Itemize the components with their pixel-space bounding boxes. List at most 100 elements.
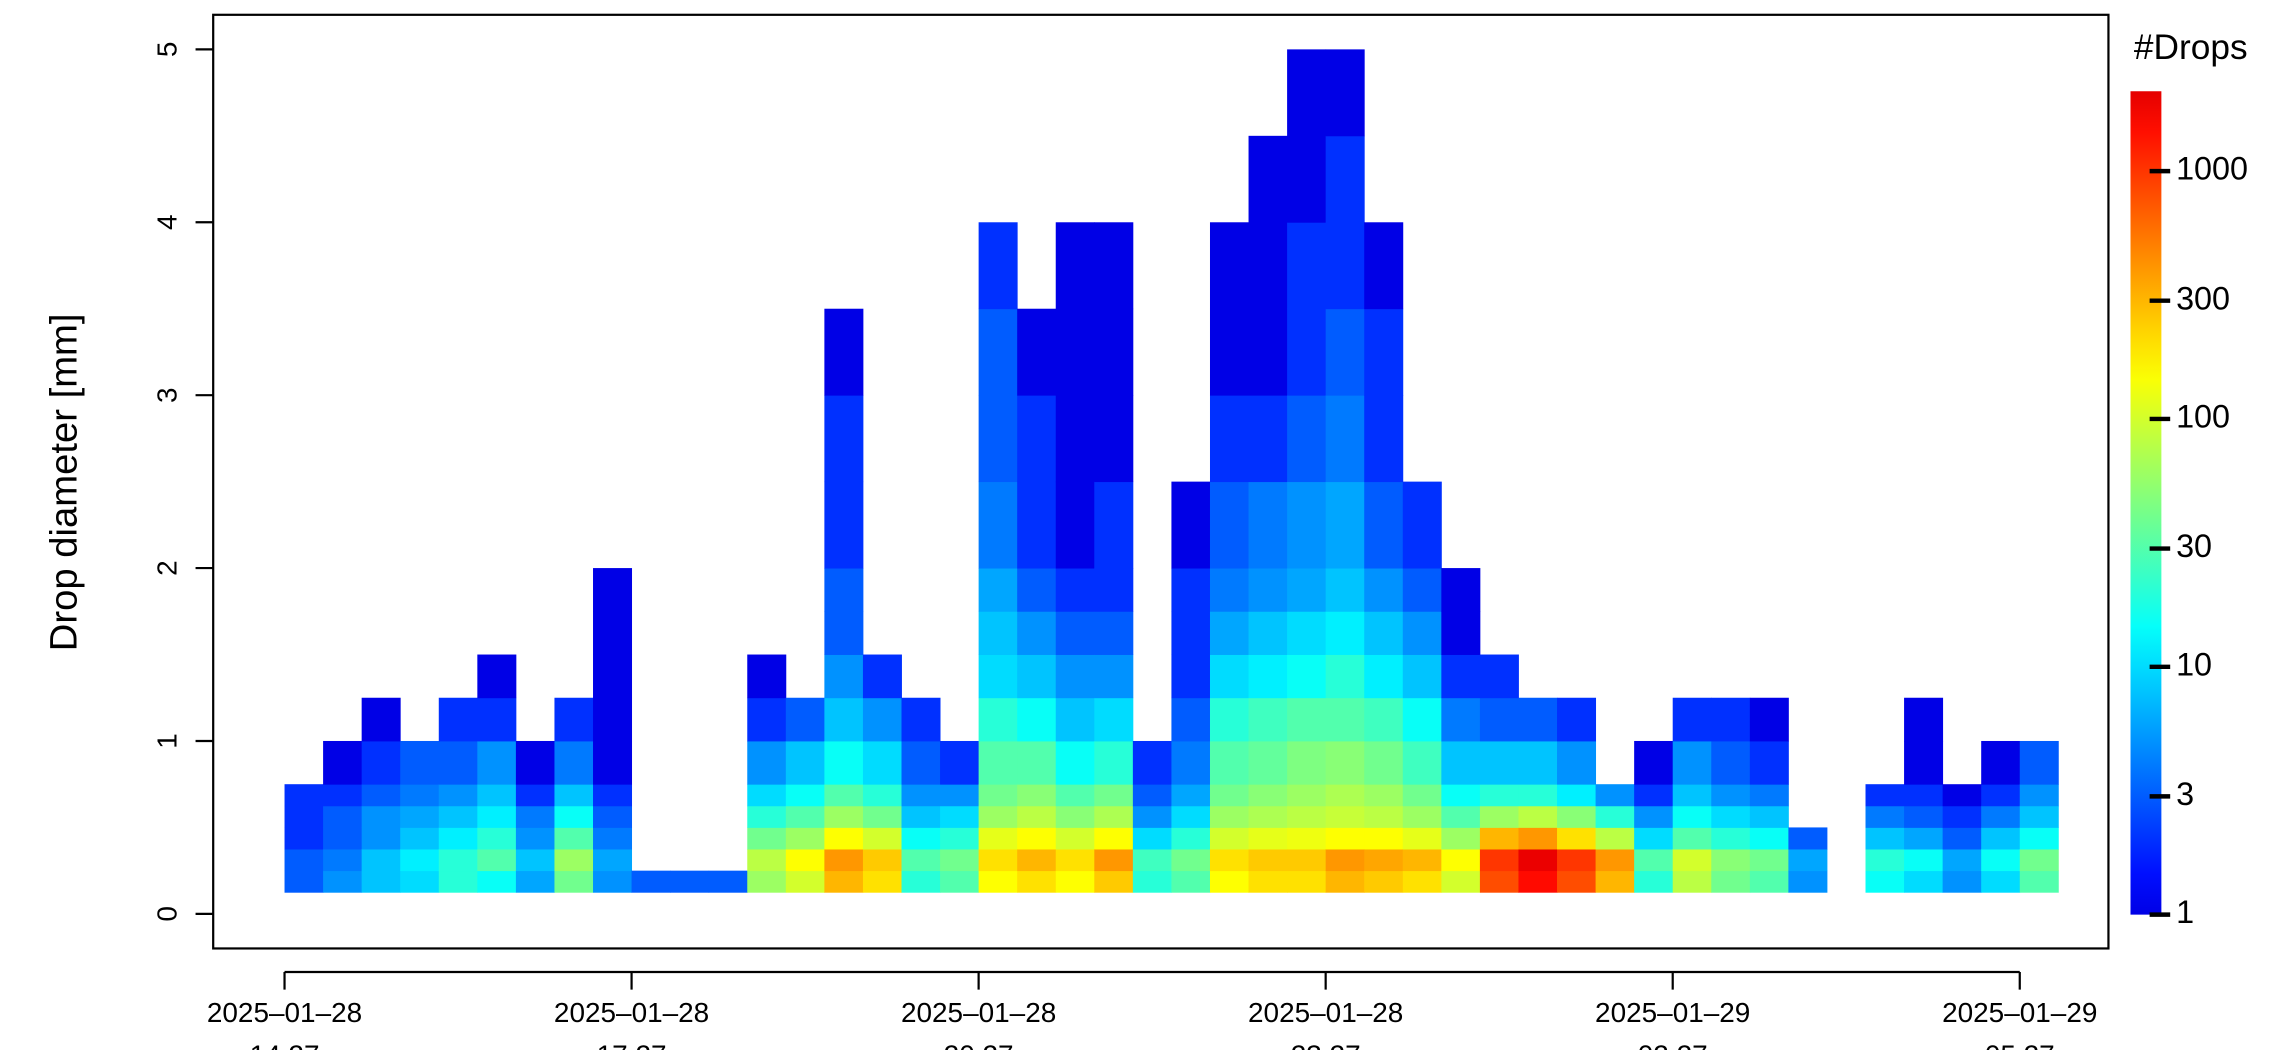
heatmap-cell [940, 805, 980, 828]
heatmap-cells [284, 49, 2059, 893]
heatmap-cell [1055, 395, 1095, 483]
heatmap-cell [862, 654, 902, 699]
heatmap-cell [1017, 784, 1057, 807]
heatmap-cell [477, 740, 517, 785]
heatmap-cell [323, 805, 363, 828]
heatmap-cell [1017, 870, 1057, 893]
heatmap-cell [1248, 654, 1288, 699]
heatmap-cell [593, 697, 633, 742]
heatmap-cell [1171, 481, 1211, 569]
heatmap-cell [1171, 870, 1211, 893]
heatmap-cell [1942, 870, 1982, 893]
heatmap-cell [515, 827, 555, 850]
heatmap-cell [1402, 805, 1442, 828]
heatmap-cell [2019, 740, 2059, 785]
heatmap-cell [477, 827, 517, 850]
heatmap-cell [1634, 827, 1674, 850]
heatmap-cell [438, 740, 478, 785]
heatmap-cell [978, 222, 1018, 310]
heatmap-cell [1171, 740, 1211, 785]
heatmap-cell [1132, 870, 1172, 893]
x-tick-label: 2025–01–28 [901, 997, 1056, 1028]
heatmap-cell [1634, 849, 1674, 872]
heatmap-cell [785, 697, 825, 742]
heatmap-cell [1557, 697, 1597, 742]
heatmap-cell [1672, 827, 1712, 850]
heatmap-cell [1248, 481, 1288, 569]
heatmap-cell [1287, 611, 1327, 655]
heatmap-cell [1132, 784, 1172, 807]
heatmap-cell [1364, 395, 1404, 483]
heatmap-cell [1711, 805, 1751, 828]
heatmap-cell [1711, 740, 1751, 785]
heatmap-cell [824, 481, 864, 569]
heatmap-cell [747, 870, 787, 893]
y-tick-label: 4 [151, 215, 182, 231]
heatmap-cell [1248, 222, 1288, 310]
heatmap-cell [400, 870, 440, 893]
heatmap-cell [978, 827, 1018, 850]
heatmap-cell [1904, 697, 1944, 742]
heatmap-cell [438, 827, 478, 850]
heatmap-cell [1788, 849, 1828, 872]
heatmap-cell [1287, 222, 1327, 310]
heatmap-cell [978, 308, 1018, 396]
colorbar [2130, 91, 2162, 915]
heatmap-cell [593, 654, 633, 699]
heatmap-cell [554, 827, 594, 850]
heatmap-cell [1904, 849, 1944, 872]
heatmap-cell [361, 870, 401, 893]
heatmap-cell [1017, 849, 1057, 872]
heatmap-cell [1209, 222, 1249, 310]
y-axis-label: Drop diameter [mm] [42, 314, 85, 652]
heatmap-cell [1209, 697, 1249, 742]
heatmap-cell [1094, 481, 1134, 569]
x-tick-label: 14:27 [250, 1040, 320, 1050]
heatmap-cell [2019, 827, 2059, 850]
heatmap-cell [1364, 568, 1404, 612]
heatmap-cell [361, 697, 401, 742]
heatmap-cell [1981, 827, 2021, 850]
heatmap-cell [1595, 805, 1635, 828]
heatmap-cell [901, 784, 941, 807]
heatmap-cell [1865, 805, 1905, 828]
heatmap-cell [1248, 568, 1288, 612]
heatmap-cell [824, 805, 864, 828]
colorbar-tick-label: 10 [2176, 646, 2212, 682]
heatmap-cell [1402, 827, 1442, 850]
heatmap-cell [1942, 849, 1982, 872]
heatmap-cell [940, 784, 980, 807]
colorbar-tick-label: 1000 [2176, 151, 2248, 187]
heatmap-cell [1325, 784, 1365, 807]
heatmap-cell [1711, 827, 1751, 850]
heatmap-cell [1634, 805, 1674, 828]
heatmap-cell [940, 849, 980, 872]
heatmap-cell [1094, 222, 1134, 310]
heatmap-cell [1209, 654, 1249, 699]
heatmap-cell [862, 827, 902, 850]
heatmap-cell [361, 784, 401, 807]
heatmap-cell [1402, 611, 1442, 655]
heatmap-cell [1017, 740, 1057, 785]
heatmap-cell [593, 740, 633, 785]
heatmap-cell [1287, 49, 1327, 137]
heatmap-cell [1788, 827, 1828, 850]
heatmap-cell [554, 849, 594, 872]
heatmap-cell [1364, 481, 1404, 569]
heatmap-cell [1171, 827, 1211, 850]
heatmap-cell [1287, 568, 1327, 612]
heatmap-cell [515, 805, 555, 828]
heatmap-cell [400, 784, 440, 807]
heatmap-cell [1402, 740, 1442, 785]
heatmap-cell [1094, 827, 1134, 850]
heatmap-cell [785, 849, 825, 872]
heatmap-cell [747, 805, 787, 828]
heatmap-cell [1248, 784, 1288, 807]
heatmap-cell [1788, 870, 1828, 893]
x-tick-label: 20:27 [944, 1040, 1014, 1050]
heatmap-cell [670, 870, 710, 893]
heatmap-cell [1017, 308, 1057, 396]
heatmap-cell [1287, 805, 1327, 828]
heatmap-cell [1209, 740, 1249, 785]
heatmap-cell [1017, 395, 1057, 483]
